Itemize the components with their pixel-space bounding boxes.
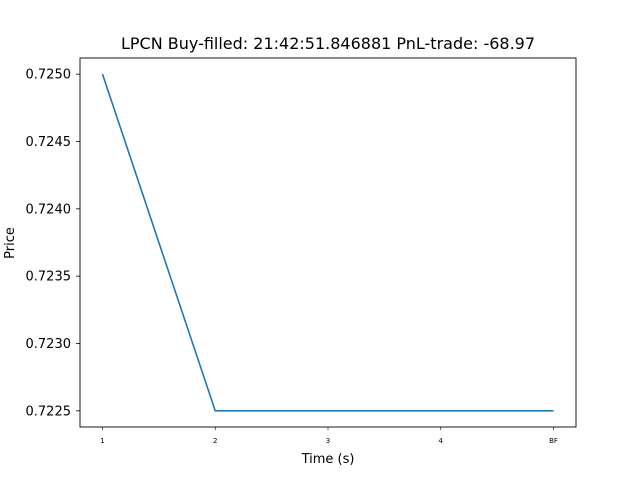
x-tick-label: 1 — [100, 437, 104, 445]
x-tick-label: 2 — [213, 437, 217, 445]
plot-frame — [79, 57, 577, 428]
y-tick-label: 0.7245 — [26, 135, 72, 150]
x-tick-label: 4 — [439, 437, 444, 445]
x-axis-label: Time (s) — [301, 452, 355, 467]
y-axis-label: Price — [3, 227, 18, 259]
x-axis: 1 2 3 4 BF — [100, 427, 558, 445]
series-line-0 — [101, 73, 554, 412]
x-tick-label: 3 — [326, 437, 330, 445]
y-tick-label: 0.7230 — [26, 337, 72, 352]
y-tick-label: 0.7250 — [26, 68, 72, 83]
plot-area — [79, 57, 577, 428]
y-tick-label: 0.7225 — [26, 404, 72, 419]
y-tick-label: 0.7240 — [26, 202, 72, 217]
y-axis: 0.7225 0.7230 0.7235 0.7240 0.7245 0.7250 — [26, 68, 80, 419]
y-tick-label: 0.7235 — [26, 270, 72, 285]
x-tick-label: BF — [549, 437, 558, 445]
chart-title: LPCN Buy-filled: 21:42:51.846881 PnL-tra… — [121, 34, 535, 53]
